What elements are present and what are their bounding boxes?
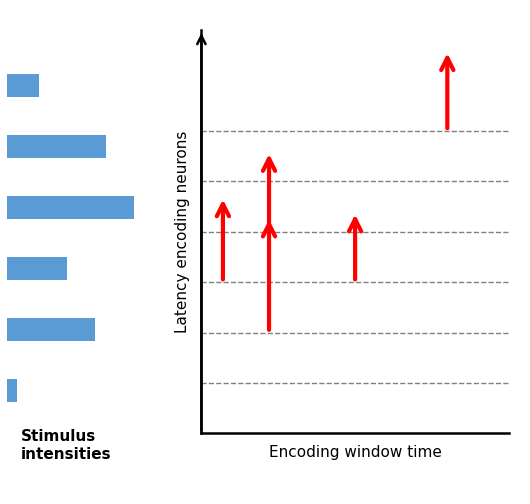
Text: Stimulus
intensities: Stimulus intensities: [21, 429, 112, 462]
Y-axis label: Latency encoding neurons: Latency encoding neurons: [175, 131, 190, 333]
Bar: [7, 257, 67, 280]
Bar: [7, 196, 134, 219]
Bar: [7, 379, 17, 402]
Bar: [7, 135, 106, 158]
X-axis label: Encoding window time: Encoding window time: [269, 445, 441, 460]
Bar: [7, 318, 95, 341]
Bar: [7, 74, 39, 97]
